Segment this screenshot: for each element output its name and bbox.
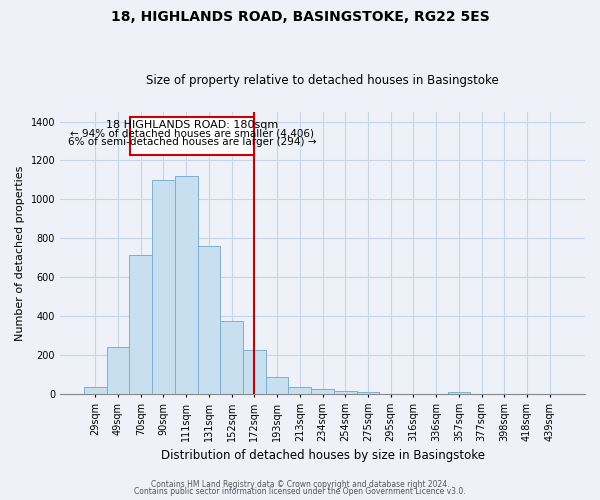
Bar xyxy=(175,176,197,394)
Bar xyxy=(243,350,266,394)
Bar xyxy=(84,387,107,394)
Bar xyxy=(311,389,334,394)
Text: Contains HM Land Registry data © Crown copyright and database right 2024.: Contains HM Land Registry data © Crown c… xyxy=(151,480,449,489)
X-axis label: Distribution of detached houses by size in Basingstoke: Distribution of detached houses by size … xyxy=(161,450,485,462)
Bar xyxy=(334,390,356,394)
Bar xyxy=(152,180,175,394)
FancyBboxPatch shape xyxy=(130,116,254,154)
Bar xyxy=(289,387,311,394)
Bar xyxy=(197,246,220,394)
Text: 6% of semi-detached houses are larger (294) →: 6% of semi-detached houses are larger (2… xyxy=(68,137,317,147)
Y-axis label: Number of detached properties: Number of detached properties xyxy=(15,165,25,340)
Bar xyxy=(107,348,130,394)
Bar xyxy=(220,321,243,394)
Text: ← 94% of detached houses are smaller (4,406): ← 94% of detached houses are smaller (4,… xyxy=(70,128,314,138)
Title: Size of property relative to detached houses in Basingstoke: Size of property relative to detached ho… xyxy=(146,74,499,87)
Bar xyxy=(266,378,289,394)
Text: Contains public sector information licensed under the Open Government Licence v3: Contains public sector information licen… xyxy=(134,487,466,496)
Bar xyxy=(448,392,470,394)
Text: 18, HIGHLANDS ROAD, BASINGSTOKE, RG22 5ES: 18, HIGHLANDS ROAD, BASINGSTOKE, RG22 5E… xyxy=(110,10,490,24)
Text: 18 HIGHLANDS ROAD: 180sqm: 18 HIGHLANDS ROAD: 180sqm xyxy=(106,120,278,130)
Bar xyxy=(130,255,152,394)
Bar xyxy=(356,392,379,394)
